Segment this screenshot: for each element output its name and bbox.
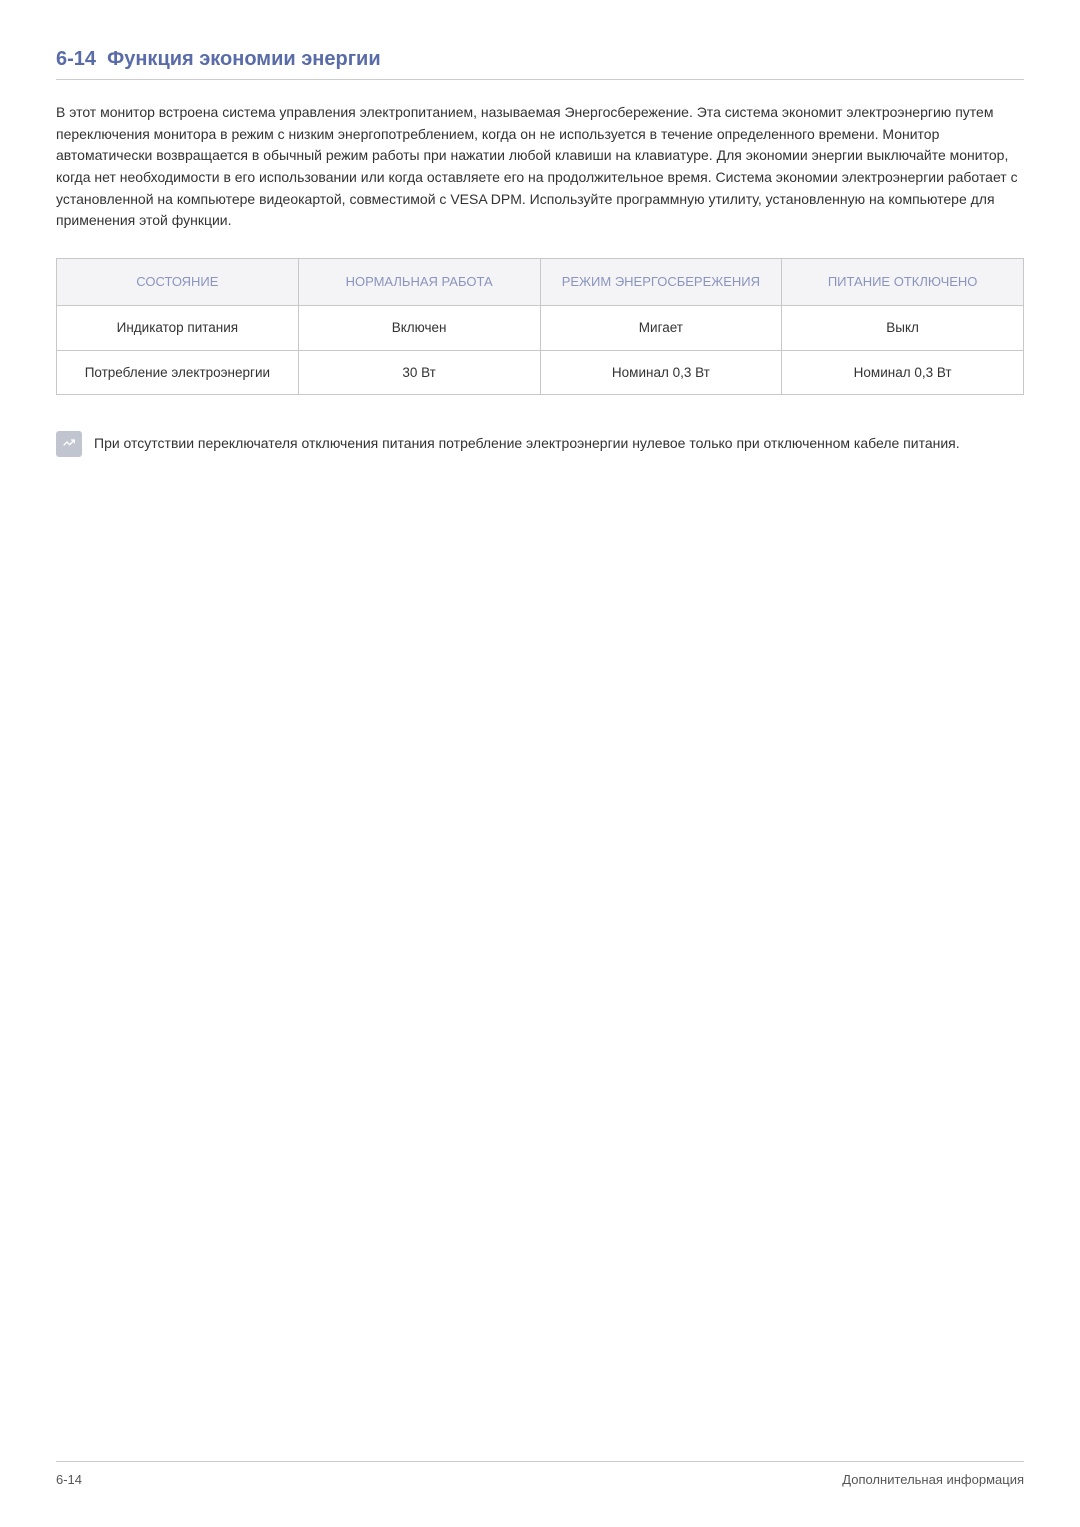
table-cell: Выкл	[782, 306, 1024, 351]
table-cell: Включен	[298, 306, 540, 351]
table-cell: 30 Вт	[298, 350, 540, 395]
table-row: Потребление электроэнергии 30 Вт Номинал…	[57, 350, 1024, 395]
table-cell: Потребление электроэнергии	[57, 350, 299, 395]
note-text: При отсутствии переключателя отключения …	[94, 431, 960, 455]
footer-section-label: Дополнительная информация	[842, 1472, 1024, 1487]
footer-page-number: 6-14	[56, 1472, 82, 1487]
note-block: При отсутствии переключателя отключения …	[56, 431, 1024, 457]
table-header-label: РЕЖИМ ЭНЕРГОСБЕРЕЖЕНИЯ	[562, 274, 760, 289]
table-header-cell: НОРМАЛЬНАЯ РАБОТА	[298, 259, 540, 306]
note-icon	[56, 431, 82, 457]
section-title: Функция экономии энергии	[107, 48, 380, 70]
table-header-cell: ПИТАНИЕ ОТКЛЮЧЕНО	[782, 259, 1024, 306]
table-cell: Мигает	[540, 306, 782, 351]
table-cell: Индикатор питания	[57, 306, 299, 351]
intro-paragraph: В этот монитор встроена система управлен…	[56, 102, 1024, 232]
page-footer: 6-14 Дополнительная информация	[56, 1461, 1024, 1487]
power-table: СОСТОЯНИЕ НОРМАЛЬНАЯ РАБОТА РЕЖИМ ЭНЕРГО…	[56, 258, 1024, 395]
table-header-cell: СОСТОЯНИЕ	[57, 259, 299, 306]
section-heading: 6-14 Функция экономии энергии	[56, 48, 1024, 80]
table-header-cell: РЕЖИМ ЭНЕРГОСБЕРЕЖЕНИЯ	[540, 259, 782, 306]
table-cell: Номинал 0,3 Вт	[540, 350, 782, 395]
table-row: Индикатор питания Включен Мигает Выкл	[57, 306, 1024, 351]
table-cell: Номинал 0,3 Вт	[782, 350, 1024, 395]
section-number: 6-14	[56, 48, 96, 70]
table-header-row: СОСТОЯНИЕ НОРМАЛЬНАЯ РАБОТА РЕЖИМ ЭНЕРГО…	[57, 259, 1024, 306]
